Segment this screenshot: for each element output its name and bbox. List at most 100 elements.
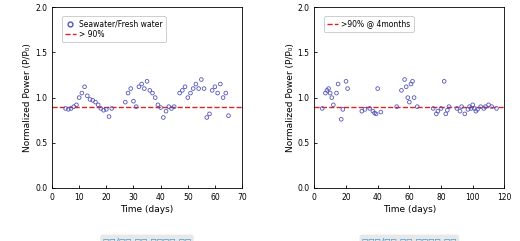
Point	[321, 91, 330, 95]
Point	[337, 117, 345, 121]
Point	[358, 109, 366, 113]
Point	[472, 109, 480, 113]
Point	[157, 106, 165, 109]
Point	[222, 91, 230, 95]
Point	[181, 85, 189, 89]
Point	[445, 105, 453, 108]
Point	[481, 105, 489, 108]
Point	[203, 115, 211, 119]
Point	[361, 107, 369, 111]
Point	[326, 91, 334, 95]
Point	[410, 96, 418, 100]
Point	[332, 91, 341, 95]
Point	[329, 103, 337, 107]
Point	[393, 105, 401, 108]
Point	[165, 105, 173, 108]
Point	[162, 109, 170, 113]
Point	[126, 87, 135, 90]
Point	[453, 107, 461, 110]
Point	[97, 107, 105, 110]
Point	[211, 85, 219, 89]
Point	[485, 103, 493, 107]
Point	[372, 112, 380, 116]
Point	[184, 96, 192, 100]
Point	[432, 112, 440, 116]
Point	[200, 87, 208, 90]
Point	[458, 105, 466, 108]
Point	[465, 105, 474, 108]
Point	[339, 107, 347, 111]
Point	[186, 91, 194, 95]
Point	[470, 107, 478, 110]
Point	[434, 109, 442, 113]
Point	[197, 78, 205, 81]
Point	[369, 109, 377, 113]
Point	[402, 85, 410, 89]
X-axis label: Time (days): Time (days)	[383, 205, 436, 214]
Point	[400, 78, 409, 81]
Point	[208, 88, 216, 92]
Point	[189, 87, 198, 90]
Point	[214, 91, 222, 95]
Point	[88, 98, 97, 102]
Point	[488, 105, 496, 108]
Point	[370, 111, 379, 115]
Point	[397, 88, 406, 92]
Point	[170, 105, 178, 108]
Point	[404, 96, 412, 100]
Point	[121, 100, 129, 104]
Text: 농축수/담수 이용 장기운전 결과: 농축수/담수 이용 장기운전 결과	[362, 237, 457, 241]
Text: 해수/담수 이용 장기운전 결과: 해수/담수 이용 장기운전 결과	[103, 237, 191, 241]
Point	[77, 91, 86, 95]
Point	[324, 87, 333, 90]
Point	[94, 103, 102, 107]
Point	[328, 96, 336, 100]
Point	[413, 105, 421, 108]
Point	[224, 114, 232, 118]
Point	[146, 88, 154, 92]
Point	[154, 103, 162, 107]
Point	[86, 98, 94, 101]
Point	[102, 107, 110, 111]
Point	[205, 112, 214, 116]
Point	[323, 88, 331, 92]
Point	[70, 105, 78, 108]
Point	[343, 87, 352, 90]
Point	[132, 105, 140, 108]
Point	[437, 107, 445, 110]
Point	[492, 107, 501, 110]
Point	[479, 107, 488, 110]
Point	[373, 87, 382, 90]
Point	[219, 96, 227, 100]
Point	[334, 82, 342, 86]
Point	[194, 87, 203, 90]
Point	[99, 108, 108, 112]
Point	[167, 107, 176, 110]
Point	[192, 82, 200, 86]
Point	[67, 107, 75, 110]
Point	[83, 94, 92, 98]
Point	[108, 107, 116, 110]
Point	[408, 80, 417, 83]
Legend: Seawater/Fresh water, > 90%: Seawater/Fresh water, > 90%	[61, 16, 166, 42]
Point	[129, 99, 138, 103]
Y-axis label: Normalized Power (P/P₀): Normalized Power (P/P₀)	[23, 43, 32, 152]
Point	[366, 107, 374, 110]
Point	[440, 80, 448, 83]
Point	[469, 103, 477, 107]
Point	[135, 85, 143, 89]
Point	[159, 115, 167, 119]
Point	[140, 87, 149, 90]
Point	[405, 100, 413, 104]
Point	[464, 107, 472, 111]
Point	[216, 82, 225, 86]
Point	[443, 108, 451, 112]
Point	[456, 109, 464, 113]
Point	[61, 107, 70, 110]
Point	[318, 107, 327, 110]
Point	[461, 112, 469, 116]
Point	[407, 82, 415, 86]
Point	[75, 96, 83, 100]
Point	[64, 107, 72, 111]
Y-axis label: Normalized Power (P/P₀): Normalized Power (P/P₀)	[285, 43, 294, 152]
